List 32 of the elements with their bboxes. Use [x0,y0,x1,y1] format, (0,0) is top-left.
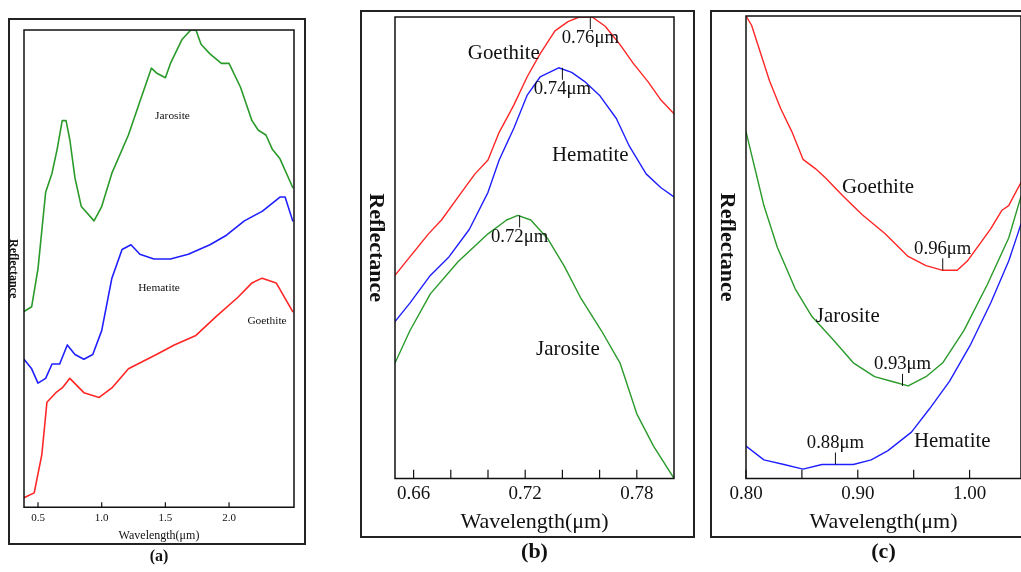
series-label: Hematite [913,427,991,452]
x-tick-label: 1.0 [94,510,110,523]
annotation: 0.74μm [533,77,592,99]
x-tick-label: 2.0 [222,510,237,523]
annotation: 0.93μm [873,352,932,374]
series-label: Goethite [467,40,540,65]
text: (a) [149,546,169,565]
text: (b) [521,538,548,564]
series-label: Goethite [842,173,914,198]
annotation: 0.96μm [914,236,972,258]
x-axis-title: Wavelength(μm) [118,527,200,542]
x-axis-title: Wavelength(μm) [460,508,609,534]
x-tick-label: 1.00 [952,481,987,503]
y-axis-title: Reflectance [364,193,390,303]
series-label: Goethite [247,314,287,327]
series-label: Jarosite [536,335,600,360]
x-tick-label: 0.66 [396,481,431,503]
x-tick-label: 0.72 [508,481,542,503]
x-tick-label: 0.90 [841,481,875,503]
annotation: 0.88μm [806,431,865,453]
x-tick-label: 0.5 [31,510,46,523]
x-tick-label: 1.5 [158,510,173,523]
text: Hematite [138,280,180,293]
y-axis-title: Reflectance [7,238,22,299]
x-tick-label: 0.80 [729,481,763,503]
x-tick-label: 0.78 [620,481,654,503]
series-label: Jarosite [815,303,880,328]
series-label: Hematite [552,141,629,166]
x-axis-title: Wavelength(μm) [809,508,958,534]
text: (c) [871,538,896,564]
series-label: Jarosite [155,108,190,121]
y-axis-title: Reflectance [715,192,741,302]
